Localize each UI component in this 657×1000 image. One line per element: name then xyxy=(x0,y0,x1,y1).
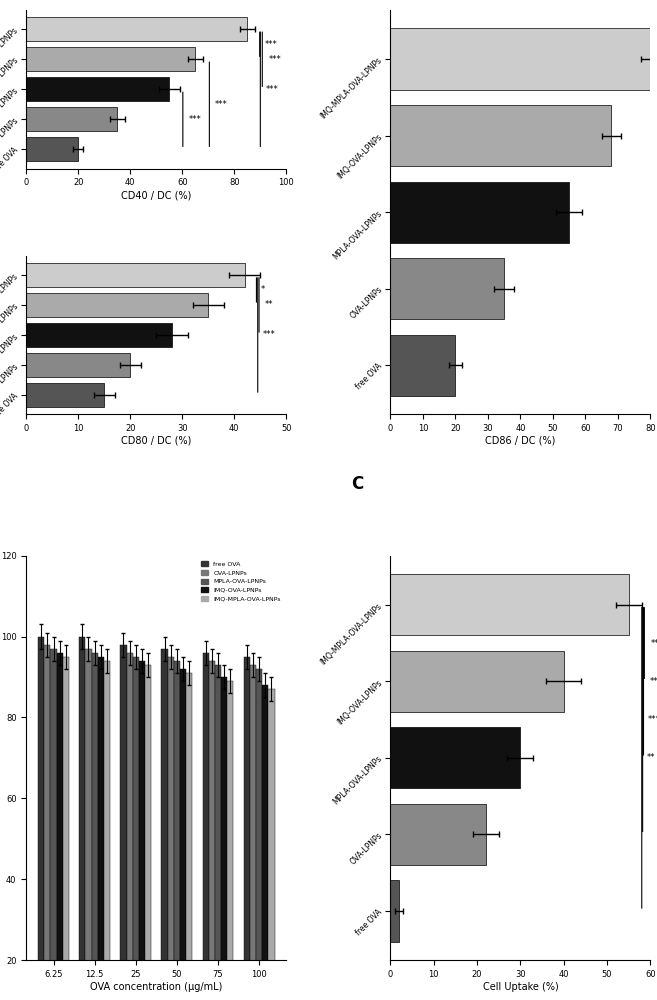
Bar xyxy=(26,323,172,347)
Bar xyxy=(26,77,170,101)
Text: ***: *** xyxy=(215,100,228,109)
Bar xyxy=(26,17,247,41)
Bar xyxy=(98,657,104,1000)
Bar xyxy=(221,677,227,1000)
X-axis label: CD40 / DC (%): CD40 / DC (%) xyxy=(121,190,191,200)
Bar xyxy=(51,649,57,1000)
Bar xyxy=(162,649,168,1000)
Bar xyxy=(215,665,221,1000)
Text: **: ** xyxy=(647,753,656,762)
X-axis label: CD80 / DC (%): CD80 / DC (%) xyxy=(121,436,191,446)
Bar xyxy=(390,804,486,865)
Bar xyxy=(390,335,455,396)
Text: *: * xyxy=(261,285,265,294)
Bar xyxy=(26,47,195,71)
Text: **: ** xyxy=(265,300,273,309)
Bar xyxy=(63,657,69,1000)
Bar xyxy=(390,880,399,942)
Text: ***: *** xyxy=(265,40,277,49)
X-axis label: OVA concentration (μg/mL): OVA concentration (μg/mL) xyxy=(90,981,223,991)
Bar xyxy=(268,689,275,1000)
X-axis label: CD86 / DC (%): CD86 / DC (%) xyxy=(486,436,556,446)
Bar xyxy=(104,661,110,1000)
Bar xyxy=(38,637,44,1000)
Text: ***: *** xyxy=(649,677,657,686)
Text: **: ** xyxy=(650,639,657,648)
Bar xyxy=(26,353,130,377)
Bar xyxy=(390,651,564,712)
Bar xyxy=(202,653,209,1000)
Bar xyxy=(250,665,256,1000)
Bar xyxy=(209,661,215,1000)
Text: ***: *** xyxy=(265,85,279,94)
Text: ***: *** xyxy=(268,55,281,64)
Bar xyxy=(127,653,133,1000)
Bar xyxy=(256,669,262,1000)
Bar xyxy=(390,727,520,788)
Bar xyxy=(390,574,629,635)
Bar xyxy=(145,665,151,1000)
Bar xyxy=(227,681,233,1000)
Bar xyxy=(91,653,98,1000)
Bar xyxy=(133,657,139,1000)
Legend: free OVA, OVA-LPNPs, MPLA-OVA-LPNPs, IMQ-OVA-LPNPs, IMQ-MPLA-OVA-LPNPs: free OVA, OVA-LPNPs, MPLA-OVA-LPNPs, IMQ… xyxy=(198,559,283,604)
Bar xyxy=(139,661,145,1000)
Bar xyxy=(390,182,569,243)
X-axis label: Cell Uptake (%): Cell Uptake (%) xyxy=(482,981,558,991)
Bar xyxy=(168,657,174,1000)
Bar xyxy=(26,293,208,317)
Bar xyxy=(244,657,250,1000)
Bar xyxy=(120,645,127,1000)
Bar xyxy=(390,258,504,319)
Bar xyxy=(26,107,118,131)
Bar xyxy=(79,637,85,1000)
Text: ***: *** xyxy=(189,115,201,124)
Bar xyxy=(180,669,186,1000)
Bar xyxy=(26,137,78,161)
Text: ***: *** xyxy=(648,715,657,724)
Bar xyxy=(26,263,244,287)
Bar xyxy=(57,653,63,1000)
Text: C: C xyxy=(351,475,363,493)
Bar xyxy=(262,685,268,1000)
Bar xyxy=(44,645,51,1000)
Bar xyxy=(85,649,91,1000)
Bar xyxy=(390,28,650,90)
Bar xyxy=(390,105,612,166)
Text: ***: *** xyxy=(263,330,276,339)
Bar xyxy=(26,383,104,407)
Bar xyxy=(186,673,193,1000)
Bar xyxy=(174,661,180,1000)
